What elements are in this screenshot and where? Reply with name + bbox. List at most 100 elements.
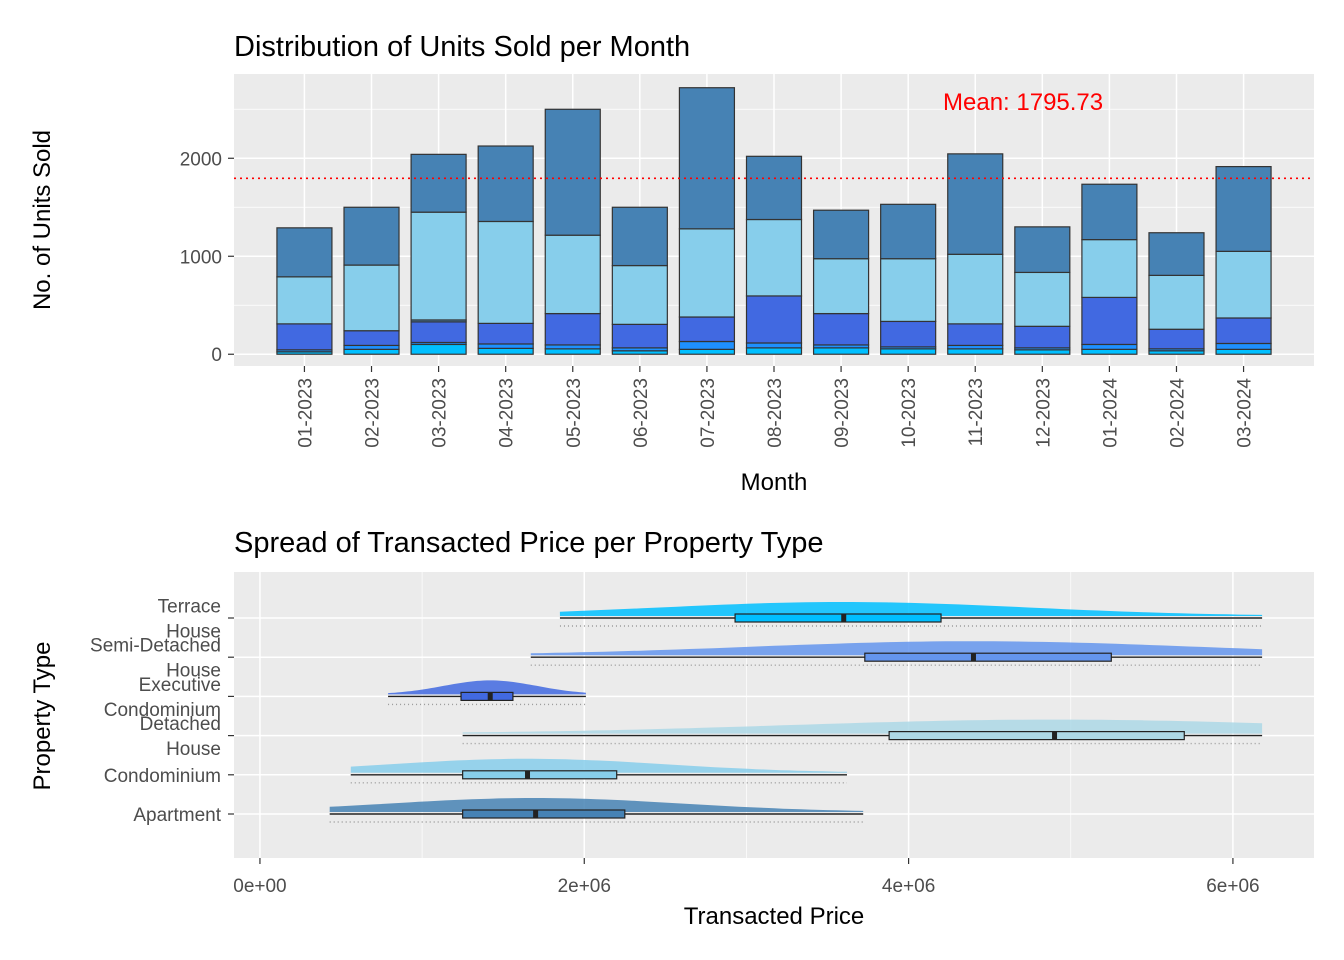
bar-segment (880, 203, 937, 260)
bar-segment (678, 228, 736, 318)
iqr-box (460, 691, 514, 702)
bar-segment (1081, 238, 1138, 299)
density-ridge (559, 602, 1263, 616)
y-tick-label: 2000 (180, 149, 222, 170)
box-chart-x-ticks: 0e+00 2e+06 4e+06 6e+06 (233, 858, 1260, 897)
bar-segment (1148, 274, 1205, 330)
bar-segment (1081, 183, 1138, 241)
iqr-box (462, 809, 626, 819)
bar-segment (678, 348, 736, 355)
bar-segment (1215, 342, 1272, 350)
bar-segment (343, 348, 400, 355)
median-mark (487, 692, 493, 701)
x-tick-label: 6e+06 (1206, 876, 1259, 897)
bar-segment (947, 153, 1004, 255)
bar-segment (947, 253, 1004, 325)
x-tick-label: 03-2024 (1235, 378, 1256, 448)
bar-segment (880, 258, 937, 323)
bar-segment (544, 312, 601, 346)
bar-chart-y-ticks: 0 1000 2000 (180, 149, 234, 366)
box-row (559, 602, 1263, 627)
bar-segment (611, 323, 668, 349)
x-tick-label: 2e+06 (558, 876, 611, 897)
bar-segment (477, 322, 534, 345)
x-tick-label: 05-2023 (564, 378, 585, 448)
x-tick-label: 02-2023 (363, 378, 384, 448)
x-tick-label: 04-2023 (497, 378, 518, 448)
bar-chart-title: Distribution of Units Sold per Month (234, 31, 690, 63)
bar-segment (1148, 232, 1205, 276)
x-tick-label: 09-2023 (832, 378, 853, 448)
iqr-box (864, 652, 1112, 662)
bar-segment (812, 312, 870, 346)
x-tick-label: 08-2023 (765, 378, 786, 448)
box-chart-x-axis-title: Transacted Price (684, 903, 865, 930)
bar-chart-x-axis-title: Month (741, 469, 808, 496)
bar-segment (678, 316, 736, 343)
y-tick-label: 1000 (180, 247, 222, 268)
median-mark (841, 614, 847, 622)
box-row (388, 680, 586, 706)
bar-segment (745, 342, 803, 349)
box-row (462, 719, 1263, 745)
bar-segment (410, 153, 467, 213)
y-tick-label: 0 (211, 345, 222, 366)
density-ridge (329, 798, 864, 812)
median-mark (1052, 731, 1058, 740)
box-chart-y-axis-title: Property Type (29, 642, 56, 791)
bar-segment (1014, 325, 1071, 349)
box-row (530, 641, 1263, 666)
x-tick-label: 06-2023 (631, 378, 652, 448)
bar-segment (745, 347, 803, 355)
bar-segment (1215, 348, 1272, 355)
bar-segment (544, 108, 601, 236)
bar-segment (544, 348, 601, 355)
x-tick-label: 4e+06 (882, 876, 935, 897)
bar-segment (880, 320, 937, 348)
bar-segment (947, 348, 1004, 355)
median-mark (525, 770, 531, 779)
bar-segment (1014, 226, 1071, 274)
bar-segment (678, 87, 736, 230)
x-tick-label: 01-2024 (1100, 378, 1121, 448)
bar-segment (276, 227, 333, 278)
x-tick-label: 03-2023 (430, 378, 451, 448)
bar-segment (1215, 317, 1272, 345)
bar-chart-y-axis-title: No. of Units Sold (29, 130, 56, 310)
bar-segment (1215, 250, 1272, 319)
bar-segment (410, 321, 467, 344)
x-tick-label: 07-2023 (698, 378, 719, 448)
bar-segment (1014, 349, 1071, 355)
bar-segment (812, 209, 870, 260)
y-tick-label: Executive Condominium (104, 675, 221, 721)
y-tick-label: Condominium (104, 766, 221, 787)
density-ridge (530, 641, 1263, 656)
box-chart-title: Spread of Transacted Price per Property … (234, 527, 823, 559)
box-chart-y-ticks: Apartment Condominium Detached HouseExecuti… (90, 597, 234, 826)
bar-segment (276, 276, 333, 325)
density-ridge (462, 719, 1263, 734)
bar-segment (410, 343, 467, 355)
bar-chart-x-ticks: 01-2023 02-2023 03-2023 04-2023 05-2023 06-20… (295, 366, 1256, 448)
median-mark (970, 653, 976, 662)
x-tick-label: 02-2024 (1167, 378, 1188, 448)
bar-segment (812, 347, 870, 355)
iqr-box (462, 770, 618, 780)
bar-segment (745, 155, 803, 221)
y-tick-label: Detached House (140, 714, 221, 760)
bar-segment (477, 145, 534, 223)
bar-segment (1215, 165, 1272, 252)
y-tick-label: Semi-Detached House (90, 636, 221, 682)
box-row (329, 798, 864, 823)
bar-segment (1081, 296, 1138, 346)
bar-segment (343, 206, 400, 266)
box-chart-rows (329, 602, 1263, 823)
bar-segment (1081, 343, 1138, 350)
x-tick-label: 11-2023 (966, 378, 987, 446)
bar-segment (947, 323, 1004, 347)
x-tick-label: 12-2023 (1033, 378, 1054, 448)
bar-segment (880, 348, 937, 355)
bar-segment (477, 220, 534, 324)
bar-segment (1148, 328, 1205, 350)
